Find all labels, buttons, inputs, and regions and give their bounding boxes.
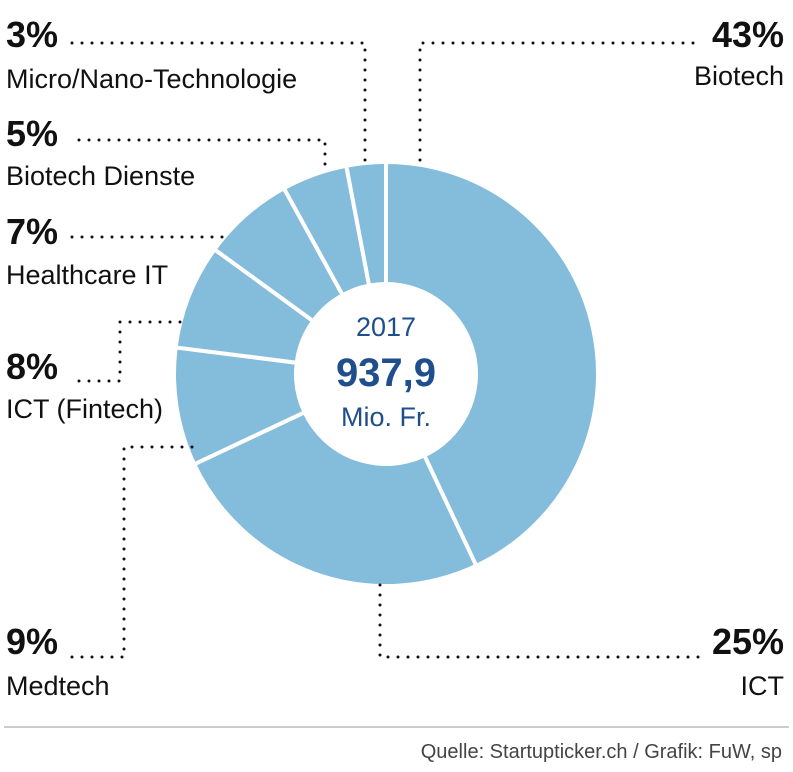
label-percent-biotech: 43% (712, 14, 784, 55)
label-percent-biotech-dienste: 5% (6, 113, 58, 154)
source-credit: Quelle: Startupticker.ch / Grafik: FuW, … (421, 741, 782, 763)
label-percent-ict: 25% (712, 621, 784, 662)
label-name-healthcare-it: Healthcare IT (6, 260, 168, 290)
label-percent-ict-fintech: 8% (6, 346, 58, 387)
label-percent-medtech: 9% (6, 621, 58, 662)
label-name-medtech: Medtech (6, 671, 110, 701)
center-unit: Mio. Fr. (341, 402, 431, 432)
donut-slices (172, 159, 600, 588)
center-year: 2017 (356, 312, 416, 342)
label-name-biotech-dienste: Biotech Dienste (6, 161, 195, 191)
slice-biotech (384, 159, 600, 569)
leader-medtech (68, 445, 194, 659)
slice-labels: 43% Biotech 25% ICT 9% Medtech 8% ICT (Fintech)… (6, 14, 784, 701)
label-percent-micro-nano-technologie: 3% (6, 14, 58, 55)
center-total-value: 937,9 (336, 351, 436, 395)
leader-lines (68, 41, 702, 659)
label-name-ict: ICT (741, 671, 785, 701)
label-percent-healthcare-it: 7% (6, 211, 58, 252)
label-name-micro-nano-technologie: Micro/Nano-Technologie (6, 64, 297, 94)
leader-ict-fintech (68, 320, 182, 383)
label-name-biotech: Biotech (694, 61, 784, 91)
leader-micro-nano (68, 41, 367, 162)
leader-ict (378, 583, 702, 659)
slice-ict (191, 409, 479, 588)
center-label: 2017 937,9 Mio. Fr. (336, 312, 436, 432)
slice-micro-nano-technologie (343, 159, 388, 288)
leader-biotech (418, 41, 702, 162)
label-name-ict-fintech: ICT (Fintech) (6, 394, 163, 424)
